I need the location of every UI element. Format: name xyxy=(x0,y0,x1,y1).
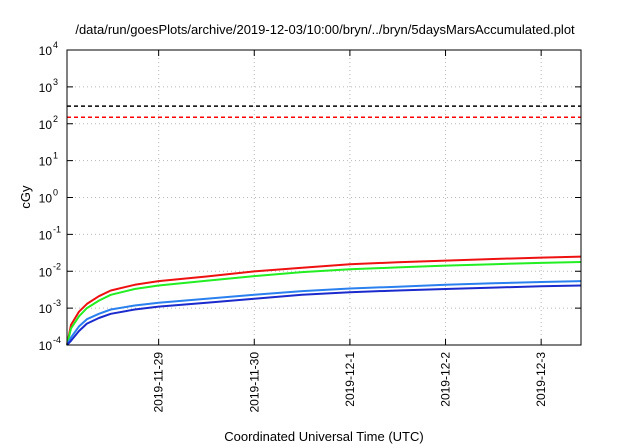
y-tick-base: 10 xyxy=(39,302,53,316)
y-tick-label: 10 xyxy=(39,155,53,169)
y-tick-exponent: 1 xyxy=(53,151,58,161)
series-line-2 xyxy=(66,261,582,346)
x-tick-label: 2019-11-30 xyxy=(247,352,261,413)
y-tick-base: 10 xyxy=(39,81,53,95)
y-tick-base: 10 xyxy=(39,192,53,206)
y-tick-label: 10 xyxy=(39,302,53,316)
y-tick-base: 10 xyxy=(39,228,53,242)
y-tick-label: 10 xyxy=(39,44,53,58)
y-tick-exponent: 0 xyxy=(53,188,58,198)
y-tick-base: 10 xyxy=(39,44,53,58)
y-tick-label: 10 xyxy=(39,192,53,206)
series-line-4 xyxy=(66,284,582,346)
y-tick-exponent: -2 xyxy=(53,261,61,271)
y-tick-exponent: -4 xyxy=(53,335,61,345)
x-tick-label: 2019-12-2 xyxy=(439,352,453,407)
series-line-1 xyxy=(66,255,582,346)
x-axis: 2019-11-29 2019-11-30 2019-12-1 2019-12-2 20… xyxy=(152,50,548,413)
y-tick-exponent: 3 xyxy=(53,77,58,87)
y-tick-base: 10 xyxy=(39,339,53,353)
y-tick-exponent: -1 xyxy=(53,224,61,234)
series-line-3 xyxy=(66,280,582,346)
y-tick-base: 10 xyxy=(39,265,53,279)
x-axis-label: Coordinated Universal Time (UTC) xyxy=(224,429,423,444)
y-tick-base: 10 xyxy=(39,155,53,169)
y-tick-label: 10 xyxy=(39,339,53,353)
y-tick-exponent: -3 xyxy=(53,298,61,308)
y-tick-exponent: 4 xyxy=(53,40,58,50)
y-tick-label: 10 xyxy=(39,81,53,95)
y-tick-label: 10 xyxy=(39,118,53,132)
x-tick-label: 2019-12-3 xyxy=(534,352,548,407)
chart-title: /data/run/goesPlots/archive/2019-12-03/1… xyxy=(75,22,575,37)
x-tick-label: 2019-12-1 xyxy=(343,352,357,407)
y-tick-exponent: 2 xyxy=(53,114,58,124)
x-tick-label: 2019-11-29 xyxy=(152,352,166,413)
reference-lines xyxy=(67,105,581,119)
y-tick-label: 10 xyxy=(39,265,53,279)
grid xyxy=(67,50,581,345)
y-tick-label: 10 xyxy=(39,228,53,242)
y-tick-base: 10 xyxy=(39,118,53,132)
y-axis-label: cGy xyxy=(18,185,33,209)
series-lines xyxy=(66,255,582,346)
